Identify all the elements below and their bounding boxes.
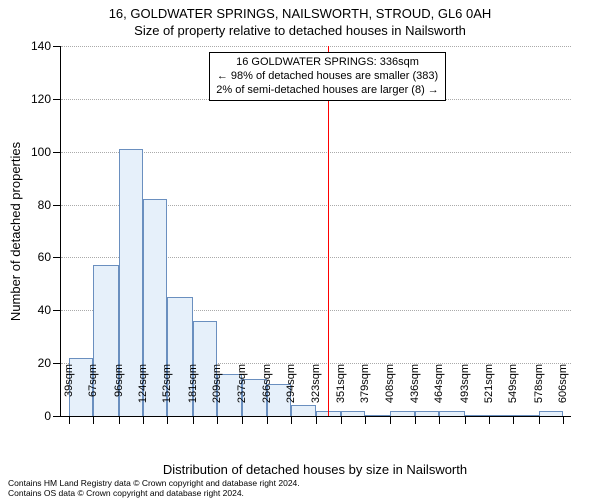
title-line-2: Size of property relative to detached ho… [0,23,600,38]
x-tick-label: 181sqm [187,364,199,424]
x-tick-label: 408sqm [384,364,396,424]
x-tick-label: 67sqm [87,364,99,424]
x-tick-label: 294sqm [285,364,297,424]
x-tick-label: 521sqm [483,364,495,424]
footer-line-2: Contains OS data © Crown copyright and d… [8,489,592,498]
x-tick-label: 578sqm [533,364,545,424]
x-tick-label: 209sqm [211,364,223,424]
gridline [61,46,571,47]
y-axis-title: Number of detached properties [8,46,24,416]
y-tick [53,46,61,47]
x-tick-label: 124sqm [137,364,149,424]
x-tick-label: 96sqm [113,364,125,424]
x-tick-label: 606sqm [557,364,569,424]
x-tick-label: 266sqm [261,364,273,424]
y-tick [53,99,61,100]
y-tick [53,257,61,258]
x-tick-label: 323sqm [310,364,322,424]
callout-line: 16 GOLDWATER SPRINGS: 336sqm [216,56,439,70]
x-axis-title: Distribution of detached houses by size … [60,462,570,477]
marker-callout: 16 GOLDWATER SPRINGS: 336sqm← 98% of det… [209,52,446,101]
callout-line: 2% of semi-detached houses are larger (8… [216,84,439,98]
y-tick-label: 100 [31,145,51,159]
y-tick-label: 80 [38,198,51,212]
x-tick-label: 379sqm [359,364,371,424]
title-line-1: 16, GOLDWATER SPRINGS, NAILSWORTH, STROU… [0,6,600,21]
y-tick [53,152,61,153]
y-tick-label: 20 [38,356,51,370]
callout-line: ← 98% of detached houses are smaller (38… [216,70,439,84]
y-tick-label: 0 [44,409,51,423]
x-tick-label: 464sqm [433,364,445,424]
y-tick [53,205,61,206]
y-tick [53,363,61,364]
chart-container: 16, GOLDWATER SPRINGS, NAILSWORTH, STROU… [0,0,600,500]
y-tick-label: 120 [31,92,51,106]
x-tick-label: 351sqm [335,364,347,424]
title-block: 16, GOLDWATER SPRINGS, NAILSWORTH, STROU… [0,6,600,38]
marker-line [328,46,329,416]
x-tick-label: 436sqm [409,364,421,424]
y-tick-label: 140 [31,39,51,53]
y-axis-title-text: Number of detached properties [9,141,24,320]
plot-area: 02040608010012014039sqm67sqm96sqm124sqm1… [60,46,571,417]
y-tick [53,416,61,417]
x-tick-label: 549sqm [507,364,519,424]
x-tick-label: 152sqm [161,364,173,424]
plot-inner: 02040608010012014039sqm67sqm96sqm124sqm1… [61,46,571,416]
y-tick-label: 60 [38,250,51,264]
x-tick-label: 39sqm [63,364,75,424]
y-tick-label: 40 [38,303,51,317]
x-tick-label: 493sqm [459,364,471,424]
x-tick-label: 237sqm [236,364,248,424]
y-tick [53,310,61,311]
footer-attribution: Contains HM Land Registry data © Crown c… [8,479,592,498]
